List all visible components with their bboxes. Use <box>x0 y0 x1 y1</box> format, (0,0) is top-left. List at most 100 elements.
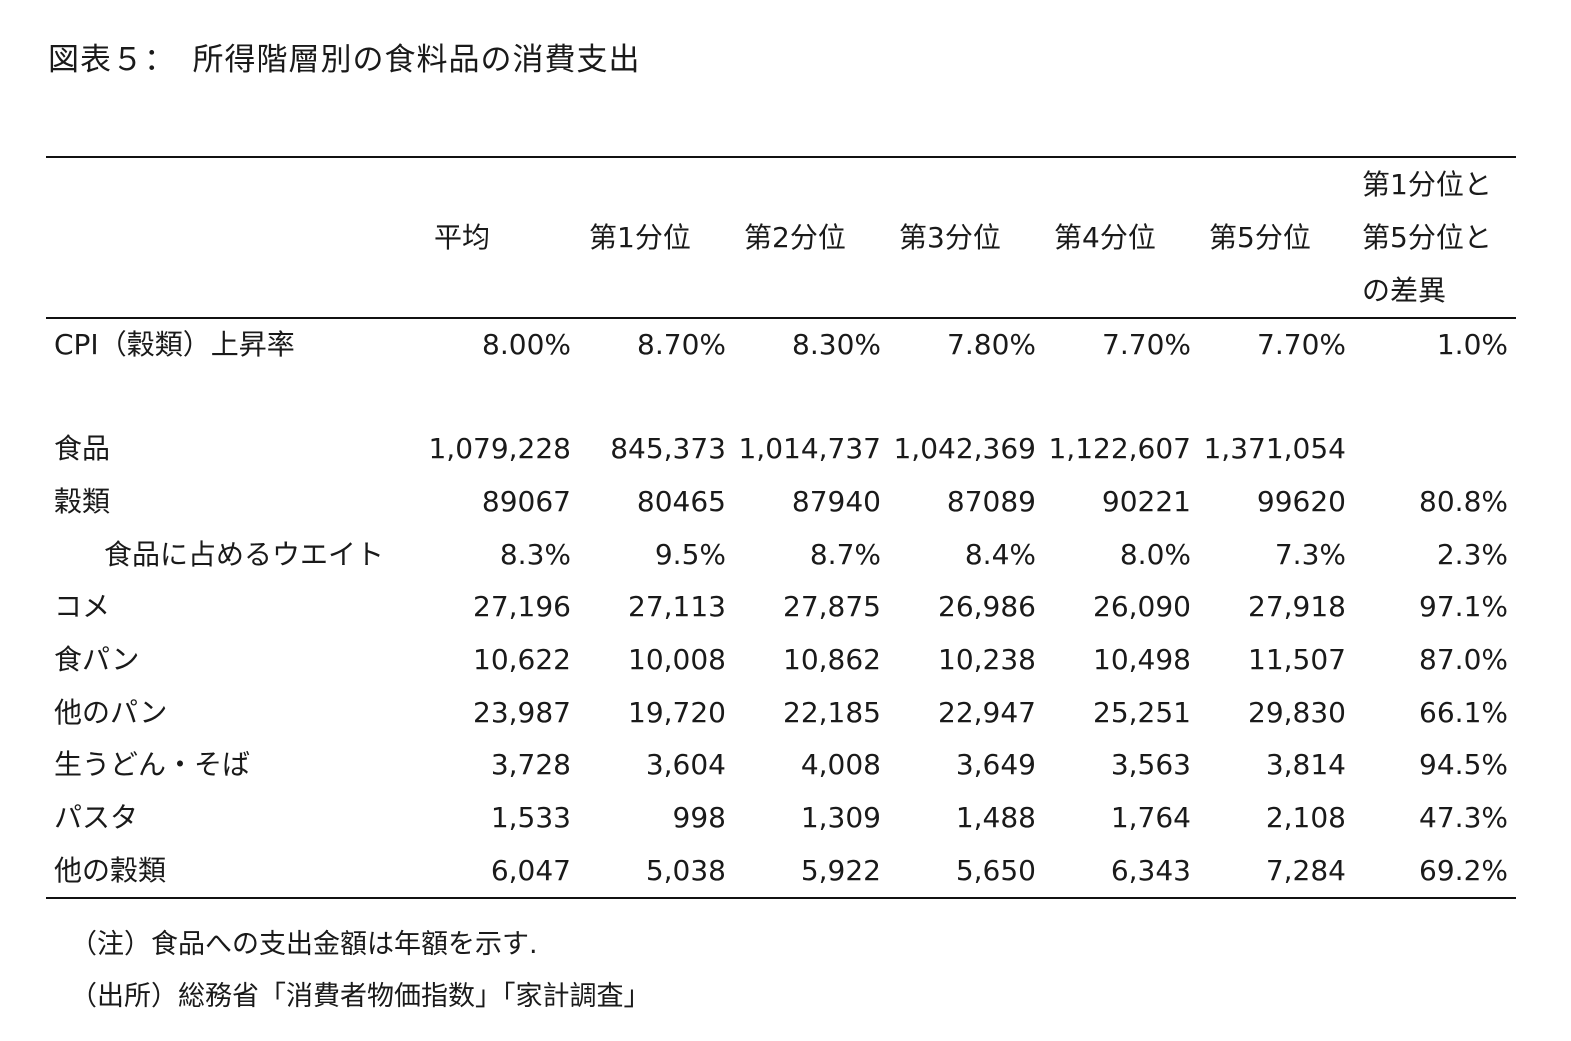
footnote: （注）食品への支出金額は年額を示す. <box>70 929 538 960</box>
cell-value: 80465 <box>636 485 726 519</box>
diff-column-header: 第1分位と 第5分位と の差異 <box>1352 157 1516 318</box>
cell-value: 10,238 <box>938 643 1036 677</box>
cell-value: 8.4% <box>964 537 1036 571</box>
cell-value: 22,185 <box>783 695 881 729</box>
table-row-other-grains: 他の穀類 6,047 5,038 5,922 5,650 6,343 7,284… <box>46 845 1516 898</box>
cell-diff: 97.1% <box>1419 590 1508 624</box>
cell-value: 10,862 <box>783 643 881 677</box>
cell-value: 89067 <box>481 485 571 519</box>
cell-value: 7,284 <box>1265 853 1346 887</box>
cell-value: 8.0% <box>1119 537 1191 571</box>
cell-value: 87089 <box>946 485 1036 519</box>
column-header: 第3分位 <box>899 221 1001 254</box>
table-row-food: 食品 1,079,228 845,373 1,014,737 1,042,369… <box>46 423 1516 476</box>
cell-value: 1,764 <box>1110 801 1191 835</box>
cell-value: 998 <box>672 801 726 835</box>
cell-value: 23,987 <box>473 695 571 729</box>
cell-value: 29,830 <box>1248 695 1346 729</box>
cell-diff <box>1352 423 1516 476</box>
column-header: 第5分位 <box>1209 221 1311 254</box>
cell-value: 99620 <box>1256 485 1346 519</box>
cell-value: 8.70% <box>637 328 726 361</box>
cell-value: 5,650 <box>955 853 1036 887</box>
cell-value: 8.3% <box>499 537 571 571</box>
cell-value: 27,875 <box>783 590 881 624</box>
cell-value: 1,079,228 <box>428 432 571 466</box>
cell-value: 1,309 <box>800 801 881 835</box>
row-label: 他の穀類 <box>54 853 167 887</box>
cell-value: 3,814 <box>1265 748 1346 782</box>
cell-value: 8.00% <box>482 328 571 361</box>
header-empty-cell <box>46 157 422 318</box>
cell-value: 87940 <box>791 485 881 519</box>
column-header: 第4分位 <box>1054 221 1156 254</box>
table-row-cpi: CPI（穀類）上昇率 8.00% 8.70% 8.30% 7.80% 7.70%… <box>46 318 1516 371</box>
cell-value: 9.5% <box>654 537 726 571</box>
cell-diff: 1.0% <box>1436 328 1508 361</box>
table-row-pasta: パスタ 1,533 998 1,309 1,488 1,764 2,108 47… <box>46 792 1516 845</box>
cell-value: 7.70% <box>1257 328 1346 361</box>
column-header: 平均 <box>434 221 491 254</box>
cell-value: 11,507 <box>1248 643 1346 677</box>
spacer-cell <box>46 371 1516 423</box>
cell-diff: 69.2% <box>1419 853 1508 887</box>
cell-value: 27,918 <box>1248 590 1346 624</box>
cell-value: 1,488 <box>955 801 1036 835</box>
row-label: 生うどん・そば <box>54 748 251 782</box>
cell-value: 3,563 <box>1110 748 1191 782</box>
consumption-table: 平均 第1分位 第2分位 第3分位 第4分位 第5分位 第1分位と 第5分位と … <box>46 156 1516 899</box>
cell-value: 5,922 <box>800 853 881 887</box>
table-row-noodles: 生うどん・そば 3,728 3,604 4,008 3,649 3,563 3,… <box>46 739 1516 792</box>
page-title: 図表５： 所得階層別の食料品の消費支出 <box>48 42 641 78</box>
row-label: パスタ <box>54 801 139 835</box>
row-label: 食品に占めるウエイト <box>104 537 385 571</box>
cell-value: 7.3% <box>1274 537 1346 571</box>
cell-value: 7.70% <box>1102 328 1191 361</box>
cell-value: 3,728 <box>490 748 571 782</box>
row-label: 食パン <box>54 643 140 677</box>
spacer-row <box>46 371 1516 423</box>
row-label: 他のパン <box>54 695 168 729</box>
cell-value: 1,014,737 <box>738 432 881 466</box>
column-header: 第1分位 <box>589 221 691 254</box>
cell-diff: 87.0% <box>1419 643 1508 677</box>
table-row-bread: 食パン 10,622 10,008 10,862 10,238 10,498 1… <box>46 634 1516 687</box>
cell-diff: 80.8% <box>1419 485 1508 519</box>
table-row-other-bread: 他のパン 23,987 19,720 22,185 22,947 25,251 … <box>46 686 1516 739</box>
cell-value: 1,533 <box>490 801 571 835</box>
diff-header-line: の差異 <box>1362 274 1447 307</box>
cell-value: 25,251 <box>1093 695 1191 729</box>
source-note: （出所）総務省「消費者物価指数」「家計調査」 <box>70 981 651 1012</box>
cell-value: 10,498 <box>1093 643 1191 677</box>
cell-value: 22,947 <box>938 695 1036 729</box>
cell-value: 8.30% <box>792 328 881 361</box>
cell-value: 3,649 <box>955 748 1036 782</box>
cell-value: 10,622 <box>473 643 571 677</box>
row-label: CPI（穀類）上昇率 <box>54 328 295 361</box>
row-label: 食品 <box>54 432 111 466</box>
cell-value: 3,604 <box>645 748 726 782</box>
cell-value: 6,343 <box>1110 853 1191 887</box>
diff-header-line: 第1分位と <box>1362 168 1492 201</box>
cell-value: 19,720 <box>628 695 726 729</box>
cell-value: 6,047 <box>490 853 571 887</box>
cell-value: 26,090 <box>1093 590 1191 624</box>
cell-diff: 2.3% <box>1436 537 1508 571</box>
cell-value: 7.80% <box>947 328 1036 361</box>
cell-value: 5,038 <box>645 853 726 887</box>
table-row-rice: コメ 27,196 27,113 27,875 26,986 26,090 27… <box>46 581 1516 634</box>
cell-value: 10,008 <box>628 643 726 677</box>
diff-header-line: 第5分位と <box>1362 221 1492 254</box>
column-header: 第2分位 <box>744 221 846 254</box>
cell-diff: 94.5% <box>1419 748 1508 782</box>
cell-value: 90221 <box>1101 485 1191 519</box>
cell-value: 27,196 <box>473 590 571 624</box>
table-row-weight: 食品に占めるウエイト 8.3% 9.5% 8.7% 8.4% 8.0% 7.3%… <box>46 528 1516 581</box>
cell-value: 2,108 <box>1265 801 1346 835</box>
row-label: コメ <box>54 590 111 624</box>
cell-value: 8.7% <box>809 537 881 571</box>
cell-value: 4,008 <box>800 748 881 782</box>
cell-value: 27,113 <box>628 590 726 624</box>
cell-diff: 66.1% <box>1419 695 1508 729</box>
table-header-row: 平均 第1分位 第2分位 第3分位 第4分位 第5分位 第1分位と 第5分位と … <box>46 157 1516 318</box>
